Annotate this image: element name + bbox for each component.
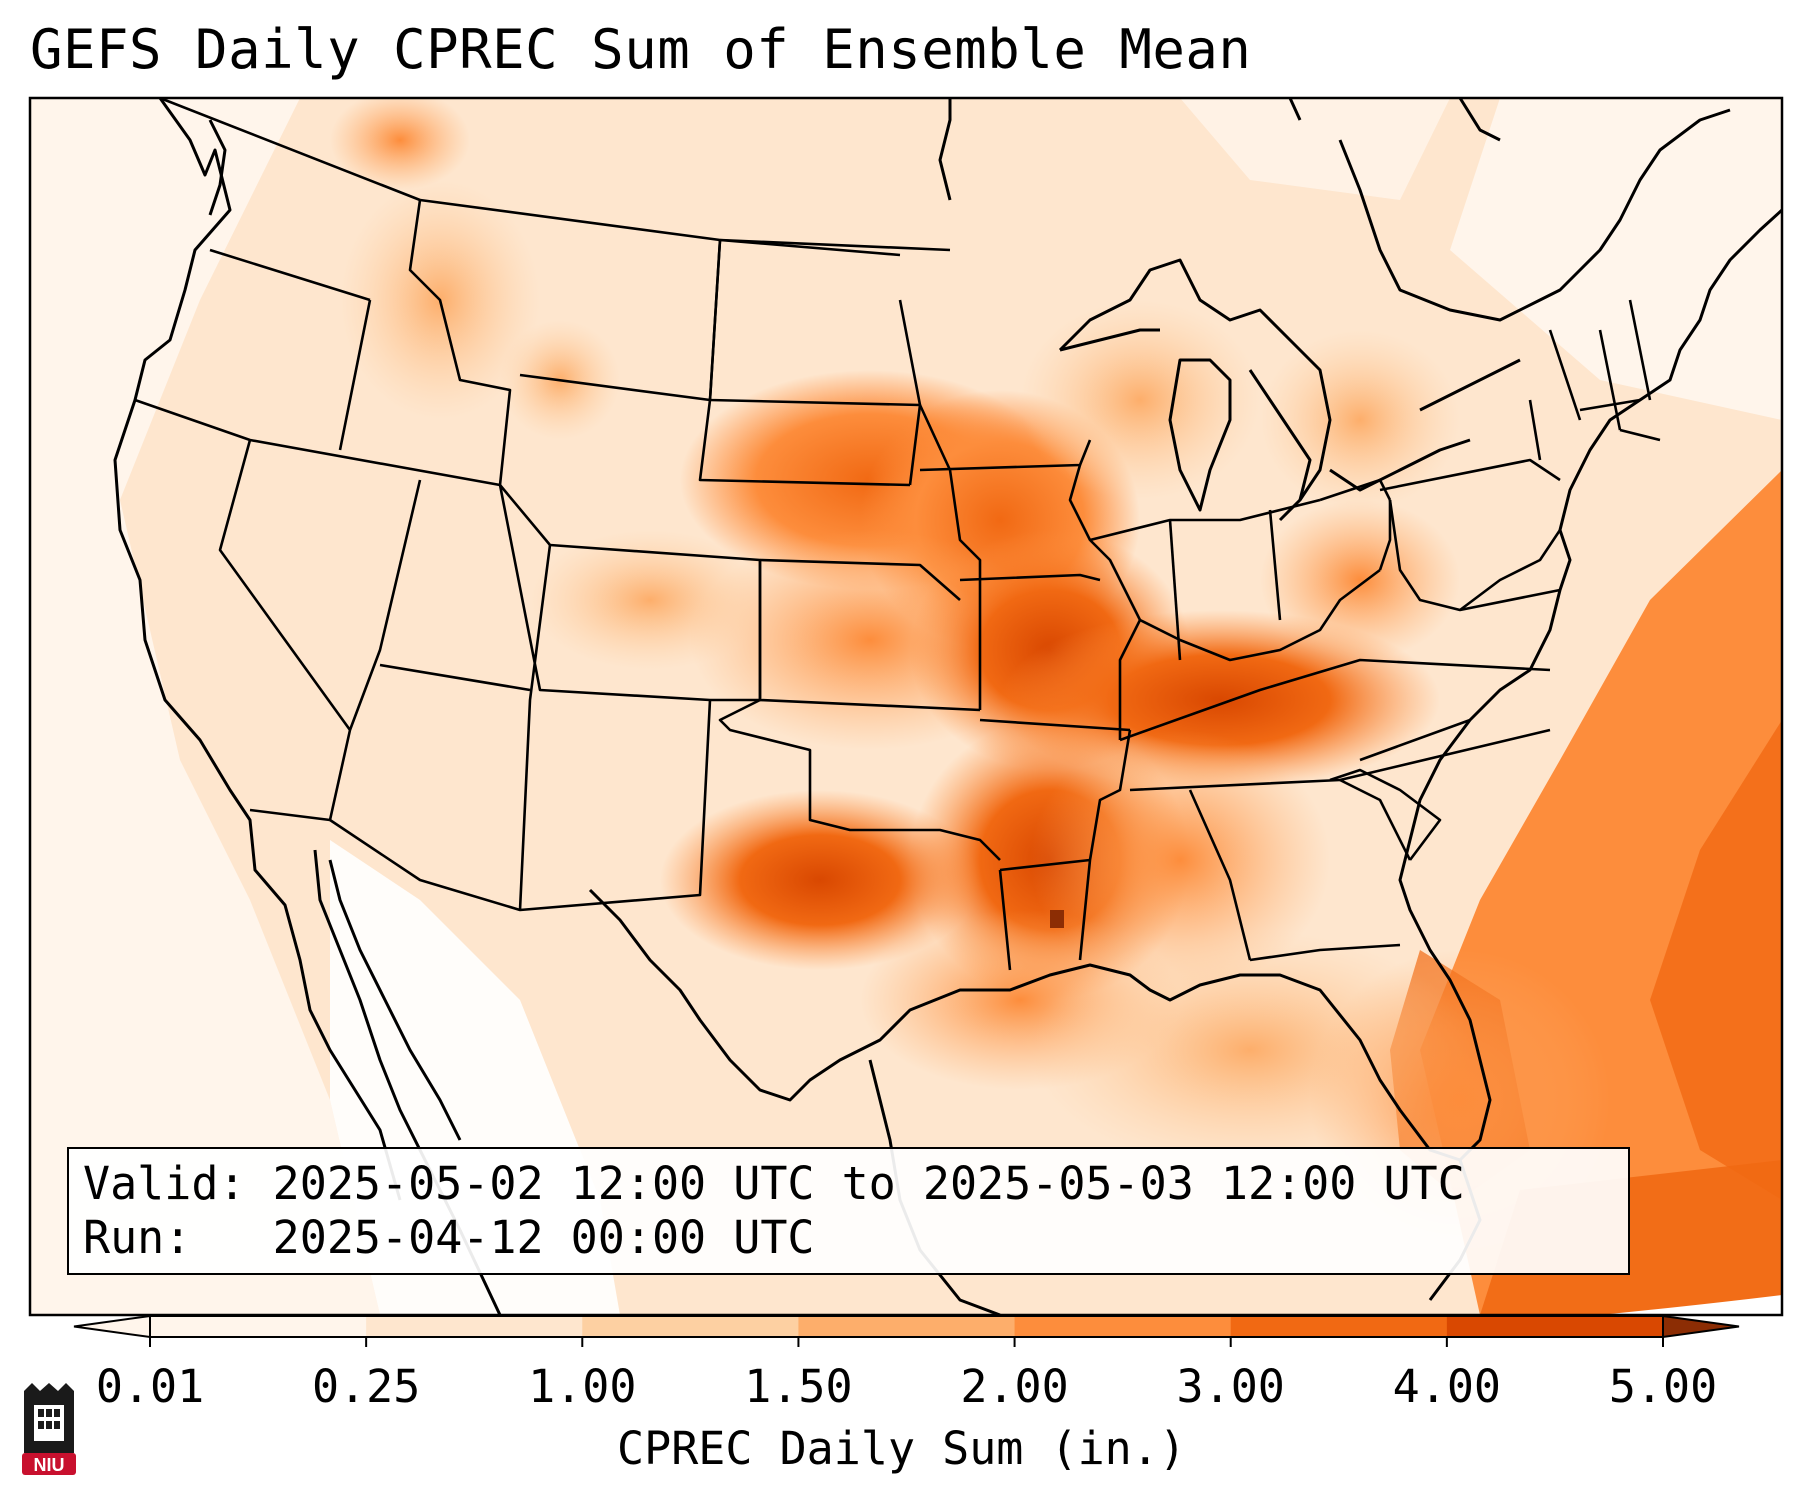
run-label: Run: — [83, 1211, 192, 1264]
colorbar-segment — [798, 1316, 1016, 1337]
valid-run-box: Valid: 2025-05-02 12:00 UTC to 2025-05-0… — [67, 1147, 1630, 1275]
run-time: 2025-04-12 00:00 UTC — [272, 1211, 815, 1264]
niu-logo: NIU — [22, 1383, 76, 1475]
colorbar-extend-upper — [1662, 1314, 1740, 1339]
colorbar-extend-lower — [73, 1314, 151, 1339]
valid-time: 2025-05-02 12:00 UTC to 2025-05-03 12:00… — [272, 1157, 1465, 1210]
colorbar-tick-label: 3.00 — [1176, 1360, 1285, 1413]
colorbar-label: CPREC Daily Sum (in.) — [617, 1422, 1186, 1475]
map-title: GEFS Daily CPREC Sum of Ensemble Mean — [30, 18, 1252, 81]
colorbar-segment — [150, 1316, 367, 1337]
colorbar — [73, 1314, 1740, 1347]
colorbar-tick-label: 0.01 — [95, 1360, 205, 1413]
state-borders — [134, 98, 1661, 971]
svg-text:NIU: NIU — [34, 1455, 65, 1475]
colorbar-tick-label: 0.25 — [311, 1360, 421, 1413]
colorbar-tick-label: 2.00 — [960, 1360, 1069, 1413]
precip-field — [30, 98, 1782, 1315]
colorbar-tick-label: 5.00 — [1608, 1360, 1718, 1413]
colorbar-segment — [1446, 1316, 1664, 1337]
colorbar-segment — [366, 1316, 583, 1337]
colorbar-segment — [1014, 1316, 1232, 1337]
colorbar-tick-label: 4.00 — [1392, 1360, 1502, 1413]
colorbar-segment — [1230, 1316, 1448, 1337]
colorbar-segment — [582, 1316, 799, 1337]
valid-label: Valid: — [83, 1157, 246, 1210]
colorbar-tick-label: 1.50 — [744, 1360, 853, 1413]
colorbar-border — [149, 1315, 1664, 1338]
colorbar-tick-label: 1.00 — [528, 1360, 637, 1413]
